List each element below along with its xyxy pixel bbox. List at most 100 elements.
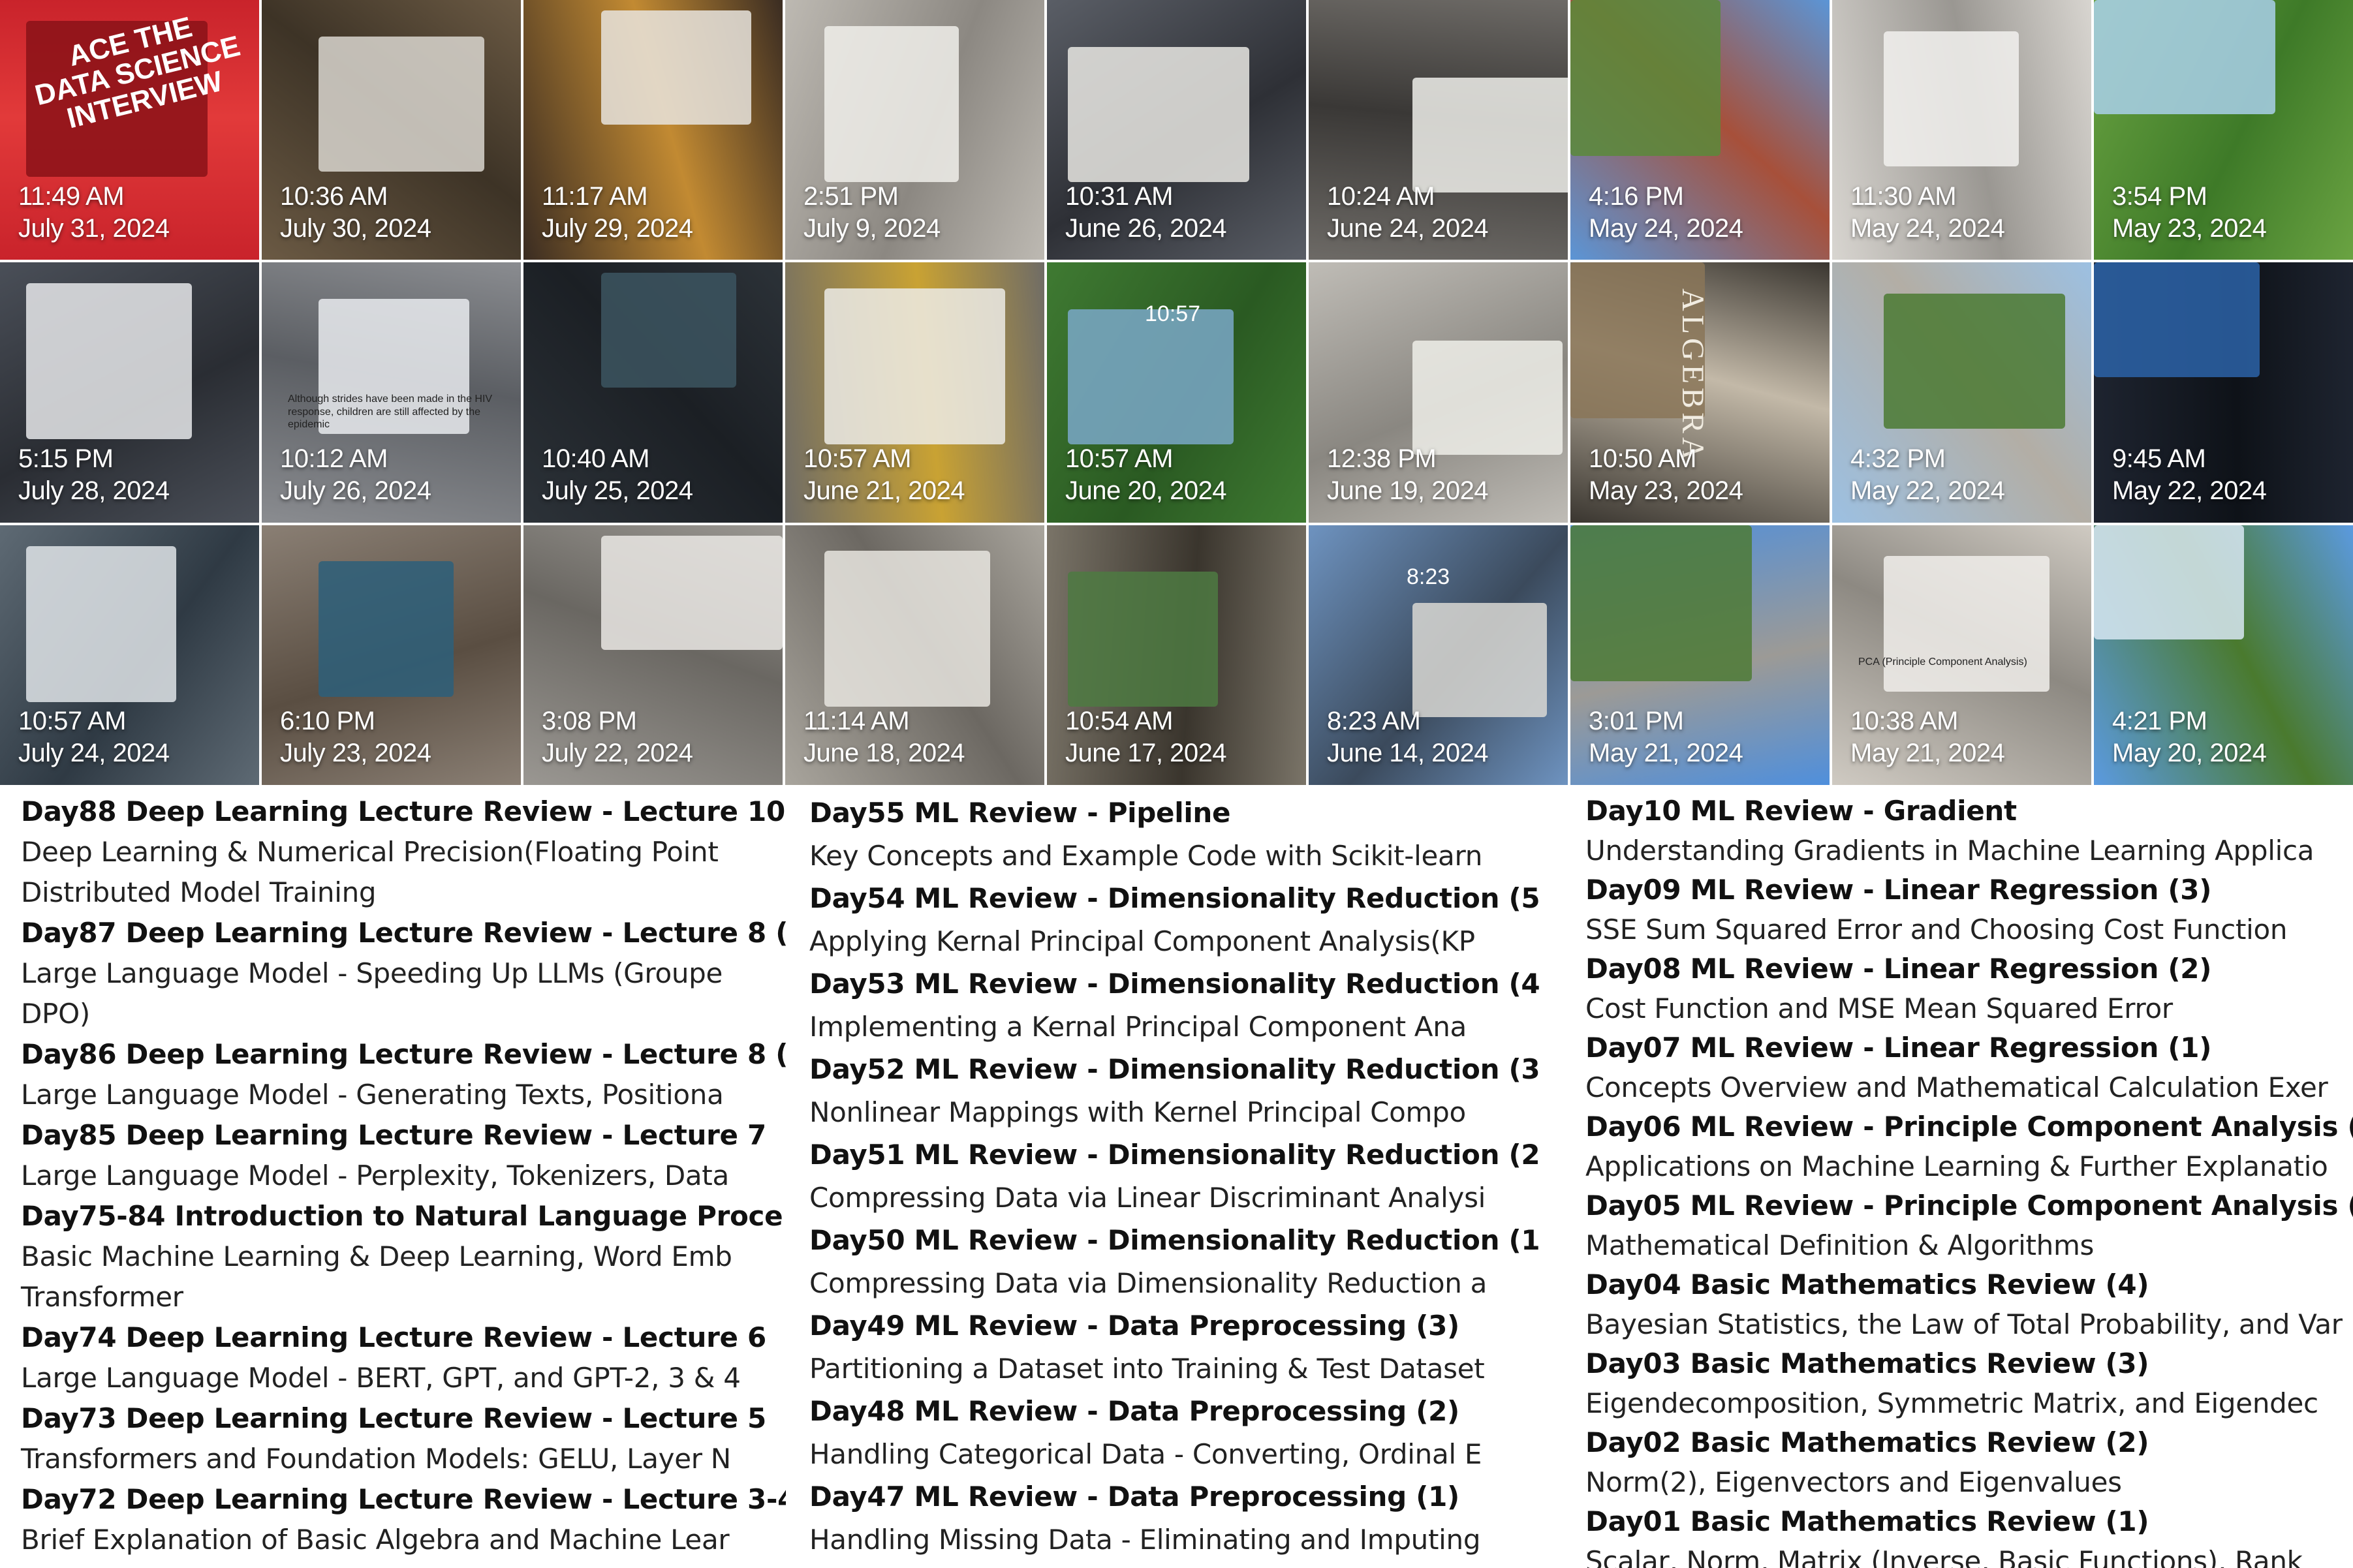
study-entry-title[interactable]: Day55 ML Review - Pipeline xyxy=(809,797,1231,829)
study-entry-title[interactable]: Day49 ML Review - Data Preprocessing (3) xyxy=(809,1310,1459,1342)
photo-screen-area xyxy=(1412,340,1563,455)
study-entry[interactable]: Day87 Deep Learning Lecture Review - Lec… xyxy=(21,913,786,1034)
photo-thumbnail[interactable]: 4:32 PM May 22, 2024 xyxy=(1832,262,2091,523)
study-entry-title[interactable]: Day87 Deep Learning Lecture Review - Lec… xyxy=(21,917,786,949)
photo-time: 4:16 PM xyxy=(1589,181,1684,211)
photo-thumbnail[interactable]: 12:38 PM June 19, 2024 xyxy=(1309,262,1568,523)
photo-thumbnail[interactable]: 4:21 PM May 20, 2024 xyxy=(2094,525,2353,785)
photo-thumbnail[interactable]: 2:51 PM July 9, 2024 xyxy=(785,0,1044,260)
study-entry-title[interactable]: Day50 ML Review - Dimensionality Reducti… xyxy=(809,1224,1540,1256)
photo-thumbnail[interactable]: 10:24 AM June 24, 2024 xyxy=(1309,0,1568,260)
study-entry[interactable]: Day85 Deep Learning Lecture Review - Lec… xyxy=(21,1115,786,1196)
photo-thumbnail[interactable]: 9:45 AM May 22, 2024 xyxy=(2094,262,2353,523)
photo-thumbnail[interactable]: 10:36 AM July 30, 2024 xyxy=(262,0,521,260)
study-entry-title[interactable]: Day08 ML Review - Linear Regression (2) xyxy=(1585,953,2212,985)
study-entry[interactable]: Day52 ML Review - Dimensionality Reducti… xyxy=(809,1048,1568,1133)
study-entry[interactable]: Day06 ML Review - Principle Component An… xyxy=(1585,1107,2353,1186)
study-entry[interactable]: Day01 Basic Mathematics Review (1) Scalar… xyxy=(1585,1502,2353,1568)
study-entry-title[interactable]: Day01 Basic Mathematics Review (1) xyxy=(1585,1505,2149,1537)
photo-thumbnail[interactable]: 3:54 PM May 23, 2024 xyxy=(2094,0,2353,260)
study-entry[interactable]: Day09 ML Review - Linear Regression (3) S… xyxy=(1585,870,2353,949)
photo-thumbnail[interactable]: 8:23 8:23 AM June 14, 2024 xyxy=(1309,525,1568,785)
study-entry[interactable]: Day88 Deep Learning Lecture Review - Lec… xyxy=(21,792,786,913)
study-entry-title[interactable]: Day48 ML Review - Data Preprocessing (2) xyxy=(809,1395,1459,1427)
study-entry[interactable]: Day04 Basic Mathematics Review (4) Bayesi… xyxy=(1585,1265,2353,1344)
study-entry[interactable]: Day08 ML Review - Linear Regression (2) C… xyxy=(1585,949,2353,1028)
photo-thumbnail[interactable]: 6:10 PM July 23, 2024 xyxy=(262,525,521,785)
study-entry-title[interactable]: Day54 ML Review - Dimensionality Reducti… xyxy=(809,882,1540,914)
study-entry[interactable]: Day55 ML Review - Pipeline Key Concepts a… xyxy=(809,792,1568,877)
photo-timestamp: 10:36 AM July 30, 2024 xyxy=(280,181,431,245)
study-entry[interactable]: Day74 Deep Learning Lecture Review - Lec… xyxy=(21,1317,786,1398)
study-entry-title[interactable]: Day88 Deep Learning Lecture Review - Lec… xyxy=(21,795,785,827)
photo-thumbnail[interactable]: Although strides have been made in the H… xyxy=(262,262,521,523)
photo-timestamp: 5:15 PM July 28, 2024 xyxy=(18,443,170,507)
study-entry-title[interactable]: Day05 ML Review - Principle Component An… xyxy=(1585,1190,2353,1222)
study-entry[interactable]: Day03 Basic Mathematics Review (3) Eigend… xyxy=(1585,1344,2353,1423)
study-entry-title[interactable]: Day02 Basic Mathematics Review (2) xyxy=(1585,1426,2149,1458)
photo-time: 9:45 AM xyxy=(2112,444,2206,474)
study-entry[interactable]: Day51 ML Review - Dimensionality Reducti… xyxy=(809,1133,1568,1219)
photo-thumbnail[interactable]: 10:57 10:57 AM June 20, 2024 xyxy=(1047,262,1306,523)
study-entry-title[interactable]: Day86 Deep Learning Lecture Review - Lec… xyxy=(21,1038,786,1070)
photo-screen-area xyxy=(25,283,192,440)
study-entry-title[interactable]: Day85 Deep Learning Lecture Review - Lec… xyxy=(21,1119,766,1151)
study-entry-title[interactable]: Day03 Basic Mathematics Review (3) xyxy=(1585,1347,2149,1379)
study-entry-description: Brief Explanation of Basic Algebra and M… xyxy=(21,1524,730,1556)
study-entry-title[interactable]: Day09 ML Review - Linear Regression (3) xyxy=(1585,874,2212,906)
photo-thumbnail[interactable]: 10:57 AM July 24, 2024 xyxy=(0,525,259,785)
study-entry-title[interactable]: Day51 ML Review - Dimensionality Reducti… xyxy=(809,1139,1540,1171)
photo-date: July 29, 2024 xyxy=(542,213,693,243)
study-entry[interactable]: Day50 ML Review - Dimensionality Reducti… xyxy=(809,1219,1568,1304)
photo-thumbnail[interactable]: PCA (Principle Component Analysis) 10:38 … xyxy=(1832,525,2091,785)
study-entry[interactable]: Day07 ML Review - Linear Regression (1) C… xyxy=(1585,1028,2353,1107)
study-entry-title[interactable]: Day74 Deep Learning Lecture Review - Lec… xyxy=(21,1321,766,1353)
photo-thumbnail[interactable]: 5:15 PM July 28, 2024 xyxy=(0,262,259,523)
study-entry-title[interactable]: Day07 ML Review - Linear Regression (1) xyxy=(1585,1032,2212,1064)
study-entry[interactable]: Day05 ML Review - Principle Component An… xyxy=(1585,1186,2353,1265)
photo-thumbnail[interactable]: ALGEBRA 10:50 AM May 23, 2024 xyxy=(1570,262,1830,523)
study-entry-title[interactable]: Day72 Deep Learning Lecture Review - Lec… xyxy=(21,1483,786,1515)
study-entry[interactable]: Day53 ML Review - Dimensionality Reducti… xyxy=(809,962,1568,1048)
photo-thumbnail[interactable]: 10:31 AM June 26, 2024 xyxy=(1047,0,1306,260)
photo-timestamp: 10:38 AM May 21, 2024 xyxy=(1850,705,2005,769)
photo-date: May 21, 2024 xyxy=(1850,739,2005,768)
photo-thumbnail[interactable]: 4:16 PM May 24, 2024 xyxy=(1570,0,1830,260)
photo-timestamp: 10:57 AM June 20, 2024 xyxy=(1065,443,1227,507)
study-entry-description: DPO) xyxy=(21,998,90,1030)
photo-timestamp: 10:40 AM July 25, 2024 xyxy=(542,443,693,507)
photo-thumbnail[interactable]: 10:54 AM June 17, 2024 xyxy=(1047,525,1306,785)
study-entry-title[interactable]: Day10 ML Review - Gradient xyxy=(1585,795,2017,827)
study-entry[interactable]: Day72 Deep Learning Lecture Review - Lec… xyxy=(21,1479,786,1560)
study-entry-title[interactable]: Day53 ML Review - Dimensionality Reducti… xyxy=(809,968,1540,1000)
photo-thumbnail[interactable]: 3:01 PM May 21, 2024 xyxy=(1570,525,1830,785)
study-entry-description: Handling Missing Data - Eliminating and … xyxy=(809,1523,1481,1556)
photo-thumbnail[interactable]: 10:57 AM June 21, 2024 xyxy=(785,262,1044,523)
photo-thumbnail[interactable]: 10:40 AM July 25, 2024 xyxy=(523,262,783,523)
study-entry-description: Scalar, Norm, Matrix (Inverse, Basic Fun… xyxy=(1585,1545,2303,1568)
study-entry[interactable]: Day02 Basic Mathematics Review (2) Norm(2… xyxy=(1585,1423,2353,1502)
photo-timestamp: 10:12 AM July 26, 2024 xyxy=(280,443,431,507)
study-entry[interactable]: Day54 ML Review - Dimensionality Reducti… xyxy=(809,877,1568,962)
study-entry[interactable]: Day73 Deep Learning Lecture Review - Lec… xyxy=(21,1398,786,1479)
photo-thumbnail[interactable]: 11:14 AM June 18, 2024 xyxy=(785,525,1044,785)
study-entry-title[interactable]: Day04 Basic Mathematics Review (4) xyxy=(1585,1268,2149,1300)
study-entry-title[interactable]: Day73 Deep Learning Lecture Review - Lec… xyxy=(21,1402,766,1434)
study-entry[interactable]: Day48 ML Review - Data Preprocessing (2)… xyxy=(809,1390,1568,1475)
photo-thumbnail[interactable]: ACE THE DATA SCIENCE INTERVIEW 11:49 AM July… xyxy=(0,0,259,260)
study-entry-title[interactable]: Day06 ML Review - Principle Component An… xyxy=(1585,1111,2353,1143)
study-entry[interactable]: Day47 ML Review - Data Preprocessing (1)… xyxy=(809,1475,1568,1561)
photo-screen-area xyxy=(1570,525,1752,681)
photo-thumbnail[interactable]: 11:30 AM May 24, 2024 xyxy=(1832,0,2091,260)
study-entry[interactable]: Day86 Deep Learning Lecture Review - Lec… xyxy=(21,1034,786,1115)
photo-thumbnail[interactable]: 3:08 PM July 22, 2024 xyxy=(523,525,783,785)
study-entry[interactable]: Day10 ML Review - Gradient Understanding … xyxy=(1585,792,2353,870)
photo-timestamp: 4:16 PM May 24, 2024 xyxy=(1589,181,1743,245)
study-entry-title[interactable]: Day75-84 Introduction to Natural Languag… xyxy=(21,1200,783,1232)
photo-thumbnail[interactable]: 11:17 AM July 29, 2024 xyxy=(523,0,783,260)
study-entry[interactable]: Day49 ML Review - Data Preprocessing (3)… xyxy=(809,1304,1568,1390)
photo-timestamp: 10:57 AM July 24, 2024 xyxy=(18,705,170,769)
study-entry[interactable]: Day75-84 Introduction to Natural Languag… xyxy=(21,1196,786,1317)
study-entry-title[interactable]: Day47 ML Review - Data Preprocessing (1) xyxy=(809,1481,1459,1513)
study-entry-title[interactable]: Day52 ML Review - Dimensionality Reducti… xyxy=(809,1053,1540,1085)
